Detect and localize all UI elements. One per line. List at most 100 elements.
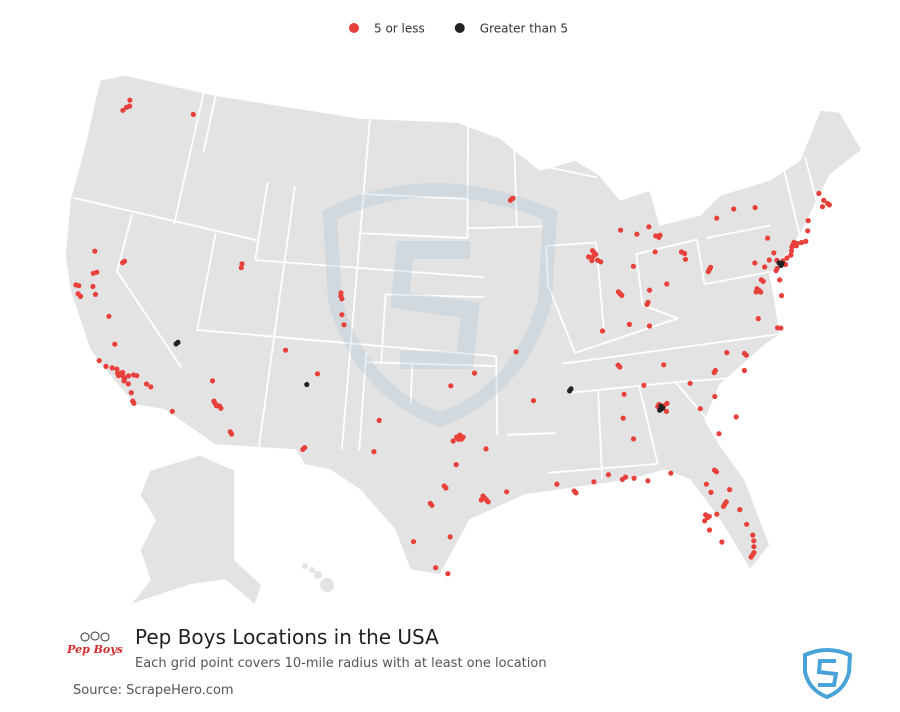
state-border [257, 186, 296, 454]
location-dot [641, 382, 647, 388]
location-dot [657, 407, 663, 413]
location-dot [750, 532, 756, 538]
location-dot [682, 250, 688, 257]
state-border [704, 270, 774, 286]
location-dot [705, 269, 711, 275]
location-dot [664, 400, 670, 406]
location-dot [96, 358, 102, 364]
location-dot [661, 362, 667, 368]
location-dot [121, 258, 128, 264]
location-dot [727, 487, 733, 493]
location-dot [109, 365, 115, 371]
location-dot [447, 534, 453, 540]
location-dot [302, 445, 308, 451]
location-dot [143, 381, 150, 387]
location-dot [485, 499, 491, 505]
location-dot [754, 286, 760, 292]
location-dot [128, 390, 134, 396]
location-dot [658, 403, 664, 409]
state-border [597, 390, 604, 480]
location-dot [646, 224, 652, 230]
state-border [706, 224, 771, 239]
location-dot [530, 398, 537, 404]
state-border [202, 93, 217, 153]
state-border [563, 332, 786, 365]
state-border [547, 462, 658, 474]
location-dot [148, 384, 154, 390]
location-dot [605, 472, 612, 478]
location-dot [238, 265, 244, 271]
location-dot [573, 490, 579, 496]
location-dot [622, 474, 629, 480]
location-dot [92, 248, 98, 254]
state-border [696, 239, 706, 285]
state-border [340, 116, 371, 450]
location-dot [338, 290, 344, 296]
location-dot [478, 497, 484, 503]
location-dot [454, 434, 460, 440]
location-dot [773, 268, 779, 274]
location-dot [433, 565, 439, 571]
state-border [569, 380, 681, 394]
location-dot [173, 341, 179, 347]
state-border [360, 232, 468, 239]
location-dot [712, 393, 718, 400]
location-dot [816, 190, 822, 196]
location-dot [779, 293, 785, 299]
state-border [358, 352, 368, 451]
location-dot [653, 233, 659, 239]
pep-boys-logo: Pep Boys [66, 631, 123, 656]
source: Source: ScrapeHero.com [73, 683, 234, 698]
title: Pep Boys Locations in the USA [135, 625, 439, 649]
state-border [73, 196, 260, 242]
location-dot [758, 277, 764, 283]
location-dot [125, 373, 132, 379]
location-dot [755, 316, 761, 322]
location-dot [92, 291, 99, 297]
location-dot [784, 255, 790, 261]
location-dot [376, 417, 382, 423]
location-dot [617, 364, 623, 370]
logo-text: Pep Boys [66, 643, 123, 656]
location-dot [714, 215, 720, 221]
location-dot [723, 499, 729, 505]
location-dot [664, 281, 670, 287]
location-dot [758, 289, 764, 295]
location-dot [821, 197, 827, 203]
location-dot [762, 264, 768, 270]
location-dot [445, 571, 451, 577]
location-dot [169, 408, 175, 414]
location-dot [668, 470, 674, 476]
location-dot [737, 507, 743, 513]
legend: 5 or less Greater than 5 [349, 22, 568, 36]
state-border [507, 432, 556, 436]
location-dot [599, 328, 606, 334]
location-dot [645, 299, 651, 305]
location-dot [751, 544, 757, 550]
legend-label: Greater than 5 [480, 22, 568, 36]
location-dot [314, 371, 321, 377]
state-border [254, 182, 269, 261]
state-border [595, 242, 605, 331]
location-dot [647, 287, 653, 293]
location-dot [448, 383, 454, 389]
location-dot [589, 258, 595, 264]
location-dot [120, 369, 126, 376]
location-dot [731, 206, 737, 212]
legend-label: 5 or less [374, 22, 425, 36]
location-dot [703, 512, 709, 518]
location-dot [120, 107, 126, 113]
location-dot [94, 269, 100, 275]
location-dot [687, 380, 693, 386]
location-dot [114, 366, 120, 372]
state-border [638, 386, 659, 465]
location-dot [777, 277, 783, 283]
location-dot [106, 313, 112, 319]
location-dot [586, 254, 592, 260]
legend-marker [454, 23, 465, 33]
location-dot [90, 283, 96, 290]
location-dot [554, 481, 560, 487]
location-dot [765, 235, 771, 241]
